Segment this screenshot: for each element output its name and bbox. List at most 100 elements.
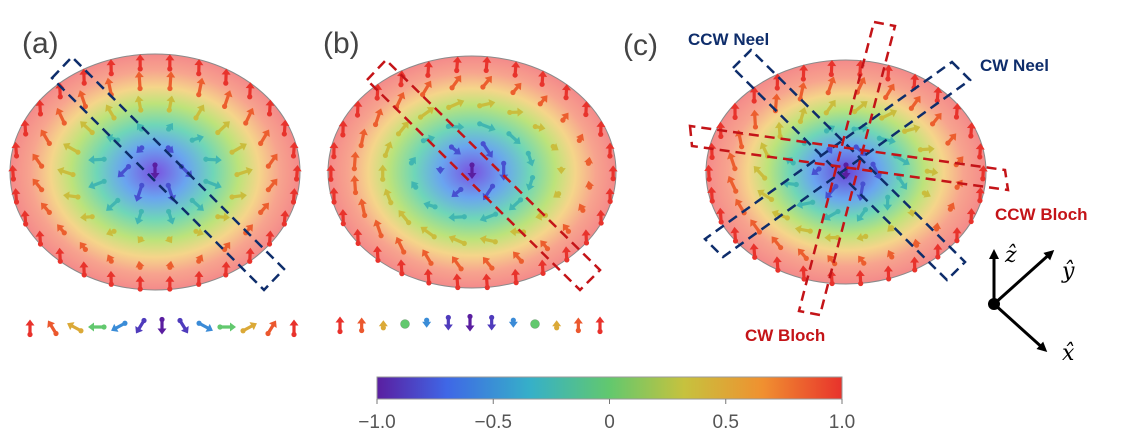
spin-arrow-25 bbox=[80, 212, 95, 222]
spin-arrow-116 bbox=[398, 210, 412, 226]
spin-arrow-245 bbox=[952, 227, 962, 244]
spin-arrow-162 bbox=[373, 245, 382, 263]
spin-arrow-108 bbox=[525, 150, 535, 167]
row-arrow-294 bbox=[508, 317, 518, 328]
ccw-neel-box bbox=[731, 48, 967, 282]
row-arrow-277 bbox=[111, 320, 128, 332]
spin-arrow-156 bbox=[538, 259, 547, 276]
spin-arrow-151 bbox=[608, 165, 618, 182]
spin-arrow-266 bbox=[883, 64, 893, 82]
spin-arrow-175 bbox=[511, 61, 521, 78]
spin-arrow-83 bbox=[165, 54, 175, 72]
row-arrow-282 bbox=[217, 322, 236, 332]
spin-arrow-146 bbox=[510, 82, 522, 96]
spin-arrow-137 bbox=[357, 198, 368, 218]
spin-arrow-215 bbox=[879, 109, 898, 121]
spin-arrow-185 bbox=[811, 166, 822, 176]
spin-arrow-139 bbox=[350, 151, 360, 172]
spin-arrow-94 bbox=[435, 166, 445, 175]
row-arrow-293 bbox=[487, 314, 497, 331]
spin-arrow-3 bbox=[117, 164, 132, 178]
colorbar: −1.0 −0.5 0 0.5 1.0 bbox=[358, 376, 855, 433]
spin-arrow-51 bbox=[77, 90, 88, 109]
spin-arrow-85 bbox=[221, 68, 231, 86]
spin-arrow-157 bbox=[511, 268, 521, 286]
spin-arrow-222 bbox=[886, 250, 895, 260]
spin-arrow-77 bbox=[20, 119, 30, 137]
panel-label-a: (a) bbox=[22, 27, 59, 60]
spin-arrow-84 bbox=[194, 59, 204, 77]
spin-arrow-18 bbox=[234, 167, 253, 178]
spin-arrow-180 bbox=[605, 142, 615, 159]
spin-arrow-90 bbox=[150, 162, 160, 179]
row-arrow-288 bbox=[378, 320, 388, 331]
spin-arrow-62 bbox=[280, 210, 290, 227]
spin-arrow-225 bbox=[797, 248, 809, 261]
spin-arrow-213 bbox=[823, 99, 836, 116]
spin-arrow-161 bbox=[396, 259, 406, 277]
spin-arrow-64 bbox=[245, 247, 255, 264]
spin-arrow-29 bbox=[80, 121, 95, 136]
spin-arrow-47 bbox=[32, 178, 45, 193]
spin-arrow-23 bbox=[137, 235, 146, 244]
spin-arrow-165 bbox=[329, 187, 339, 205]
spin-arrow-168 bbox=[338, 120, 348, 138]
spin-arrow-93 bbox=[451, 186, 464, 197]
spin-arrow-126 bbox=[550, 143, 559, 151]
spin-arrow-220 bbox=[932, 222, 942, 232]
spin-arrow-8 bbox=[166, 208, 176, 225]
spin-arrow-48 bbox=[32, 153, 45, 169]
spin-arrow-247 bbox=[910, 256, 920, 273]
spin-arrow-20 bbox=[215, 212, 230, 222]
ccw-bloch-box bbox=[688, 124, 1010, 192]
spin-arrow-44 bbox=[79, 241, 88, 253]
row-arrow-296 bbox=[552, 320, 562, 331]
spin-arrow-169 bbox=[353, 100, 363, 118]
spin-arrow-189 bbox=[883, 194, 893, 211]
spin-arrow-6 bbox=[203, 178, 222, 190]
spin-arrow-208 bbox=[757, 189, 775, 203]
row-arrow-275 bbox=[67, 322, 84, 334]
spin-arrow-244 bbox=[966, 208, 976, 225]
spin-arrow-56 bbox=[222, 90, 233, 109]
row-arrow-283 bbox=[240, 322, 257, 334]
spin-arrow-50 bbox=[55, 107, 67, 126]
spin-arrow-145 bbox=[480, 75, 492, 90]
panel-label-c: (c) bbox=[623, 29, 658, 62]
spin-arrow-24 bbox=[106, 227, 117, 237]
spin-arrow-177 bbox=[561, 84, 571, 101]
spin-arrow-63 bbox=[265, 230, 275, 247]
spin-arrow-130 bbox=[540, 240, 551, 252]
spin-arrow-54 bbox=[166, 71, 176, 92]
spin-arrow-35 bbox=[229, 142, 247, 155]
spin-arrow-65 bbox=[221, 261, 231, 278]
spin-arrow-28 bbox=[63, 142, 81, 155]
row-arrow-285 bbox=[289, 319, 299, 338]
spin-arrow-204 bbox=[856, 232, 869, 242]
spin-arrow-227 bbox=[750, 219, 763, 235]
spin-arrow-216 bbox=[902, 124, 921, 134]
spin-arrow-191 bbox=[823, 208, 841, 221]
spin-arrow-159 bbox=[452, 273, 462, 291]
spin-arrow-46 bbox=[40, 202, 52, 216]
spin-arrow-235 bbox=[825, 76, 837, 96]
spin-arrow-87 bbox=[265, 99, 275, 117]
spin-arrow-10 bbox=[106, 197, 121, 211]
colorbar-ticks: −1.0 −0.5 0 0.5 1.0 bbox=[358, 399, 855, 433]
row-arrow-287 bbox=[357, 317, 367, 334]
row-arrow-281 bbox=[196, 320, 213, 332]
spin-arrow-179 bbox=[596, 120, 606, 137]
spin-arrow-263 bbox=[799, 64, 809, 82]
spin-arrow-114 bbox=[448, 234, 467, 246]
spin-arrow-101 bbox=[423, 200, 438, 210]
spin-arrow-98 bbox=[508, 197, 524, 211]
panel-label-b: (b) bbox=[323, 27, 360, 60]
spin-arrow-238 bbox=[908, 95, 921, 111]
spin-arrow-270 bbox=[966, 122, 976, 139]
spin-arrow-129 bbox=[562, 223, 572, 234]
spin-arrow-16 bbox=[189, 134, 204, 143]
spin-arrow-242 bbox=[978, 165, 988, 182]
spin-arrow-22 bbox=[164, 235, 173, 244]
spin-arrow-229 bbox=[727, 175, 739, 194]
